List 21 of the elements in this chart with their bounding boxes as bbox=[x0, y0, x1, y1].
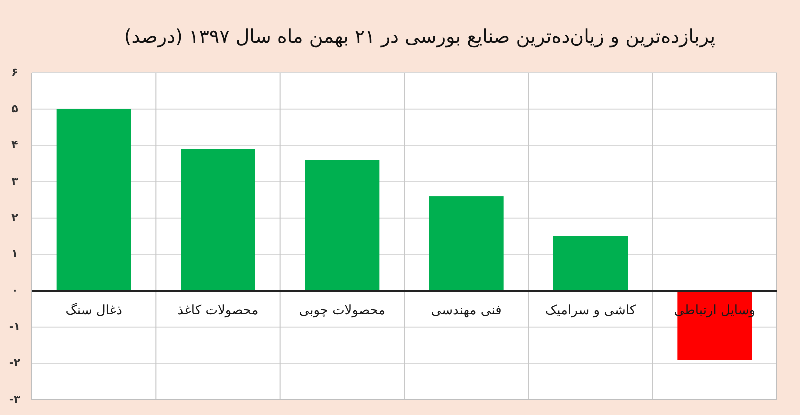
bar bbox=[181, 149, 256, 291]
x-tick-label: فنی مهندسی bbox=[431, 304, 502, 319]
y-tick-label: ۵ bbox=[12, 102, 19, 116]
x-tick-label: ذغال سنگ bbox=[66, 302, 123, 319]
y-tick-label: ۴ bbox=[12, 138, 19, 152]
y-tick-label: ۱ bbox=[12, 248, 18, 261]
bar bbox=[56, 109, 132, 291]
bar bbox=[429, 196, 504, 291]
bar bbox=[305, 160, 380, 291]
y-tick-label: ۲ bbox=[12, 211, 19, 224]
bar bbox=[554, 236, 628, 291]
x-tick-label: محصولات چوبی bbox=[299, 304, 386, 319]
y-tick-label: ۰ bbox=[12, 284, 18, 298]
x-tick-label: کاشی و سرامیک bbox=[545, 304, 637, 319]
y-tick-label: -۳ bbox=[9, 393, 21, 406]
y-tick-label: -۱ bbox=[9, 320, 21, 334]
chart-title: پربازده‌ترین و زیان‌ده‌ترین صنایع بورسی در ۲۱ بهمن ماه سال ۱۳۹۷ (درصد) bbox=[124, 26, 716, 48]
y-tick-label: ۳ bbox=[12, 175, 19, 188]
y-tick-label: ۶ bbox=[12, 66, 18, 80]
y-tick-label: -۲ bbox=[9, 356, 21, 370]
x-tick-label: محصولات کاغذ bbox=[178, 304, 259, 319]
